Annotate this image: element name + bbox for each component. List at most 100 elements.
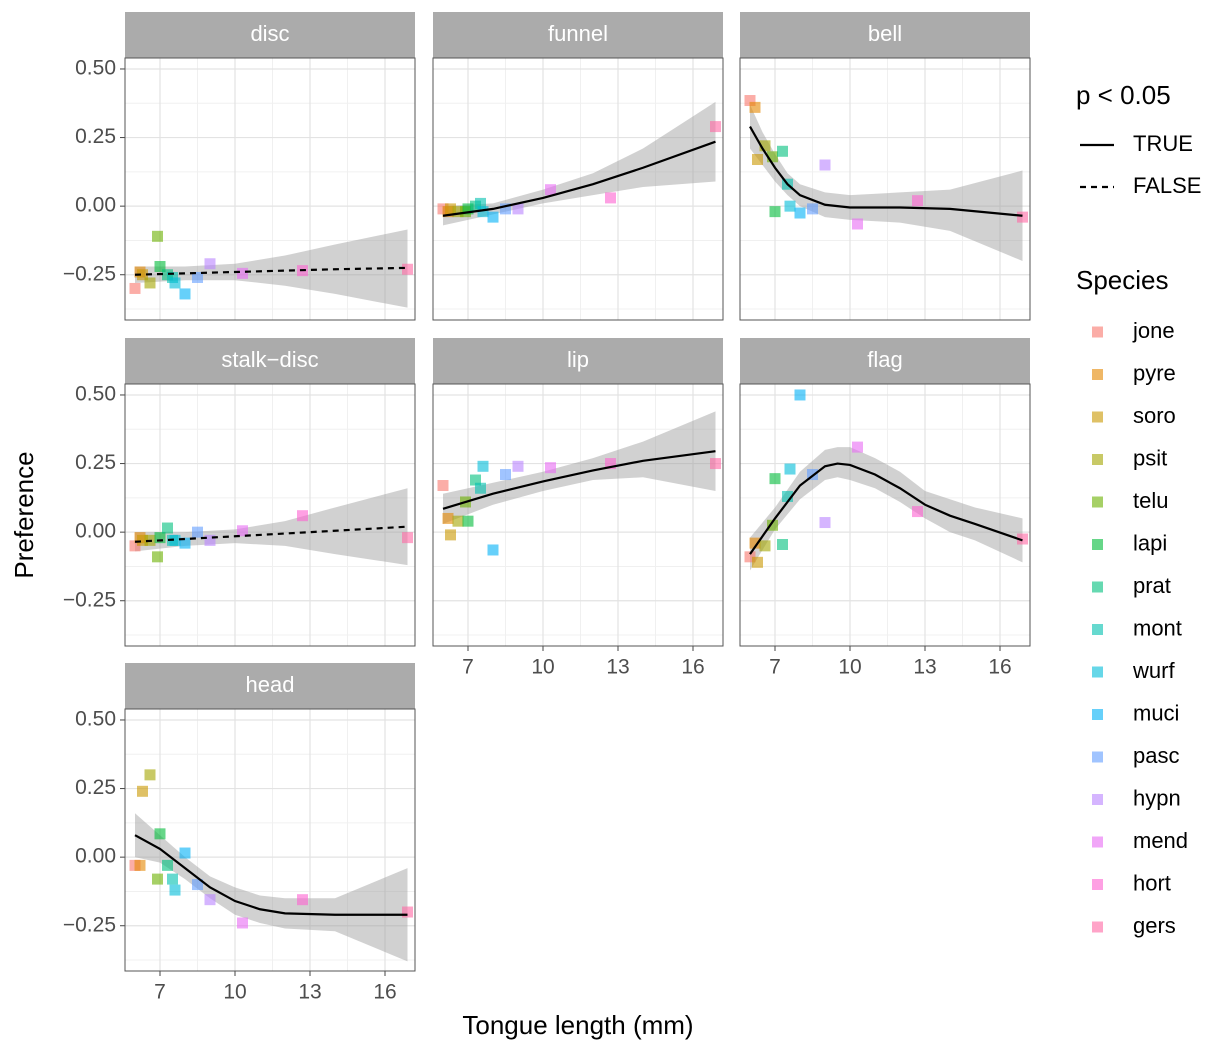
- point: [204, 894, 216, 906]
- point: [144, 277, 156, 289]
- point: [134, 859, 146, 871]
- strip-label: stalk−disc: [221, 347, 318, 372]
- x-tick-label: 13: [298, 981, 321, 1004]
- point: [1017, 211, 1028, 223]
- legend-key: [1092, 666, 1103, 678]
- strip-label: disc: [250, 21, 289, 46]
- point: [487, 544, 499, 556]
- legend-title: p < 0.05: [1076, 80, 1171, 110]
- point: [477, 206, 489, 218]
- panel: [433, 384, 723, 646]
- point: [169, 884, 181, 896]
- x-tick-label: 16: [681, 656, 704, 679]
- confidence-band: [750, 104, 1023, 262]
- panel-border: [124, 383, 416, 647]
- legend-label: prat: [1133, 573, 1171, 598]
- point: [152, 551, 163, 563]
- fit-line: [442, 140, 716, 217]
- point: [445, 529, 456, 541]
- point: [749, 101, 761, 113]
- legend-label: soro: [1133, 403, 1176, 428]
- strip: [433, 338, 723, 384]
- legend-key: [1092, 879, 1103, 890]
- legend-label: FALSE: [1133, 173, 1201, 198]
- point: [512, 460, 524, 472]
- point: [500, 469, 511, 481]
- strip-label: lip: [567, 347, 589, 372]
- point: [852, 441, 863, 453]
- legend-label: pyre: [1133, 360, 1176, 385]
- point: [769, 206, 781, 218]
- x-tick-label: 16: [373, 981, 396, 1004]
- strip: [125, 12, 415, 58]
- fit-line: [134, 525, 408, 543]
- point: [162, 522, 173, 534]
- point: [445, 203, 456, 215]
- panel: [125, 709, 415, 971]
- point: [500, 203, 511, 215]
- legend-key: [1092, 581, 1103, 593]
- point: [475, 197, 486, 209]
- point: [167, 873, 178, 885]
- y-axis-title: Preference: [9, 451, 39, 578]
- point: [162, 859, 173, 871]
- strip: [125, 663, 415, 709]
- confidence-band: [135, 813, 408, 962]
- y-tick-label: 0.00: [75, 194, 116, 217]
- point: [759, 540, 771, 552]
- strip-label: head: [246, 672, 295, 697]
- point: [912, 506, 923, 518]
- x-tick-label: 10: [531, 656, 554, 679]
- point: [154, 828, 166, 840]
- confidence-band: [135, 488, 408, 566]
- point: [710, 458, 721, 470]
- point: [437, 480, 449, 492]
- point: [545, 184, 556, 196]
- legend-key: [1092, 326, 1103, 338]
- strip: [740, 338, 1030, 384]
- point: [442, 512, 454, 524]
- y-tick-label: −0.25: [63, 588, 116, 611]
- point: [179, 288, 191, 300]
- point: [1017, 533, 1028, 545]
- y-tick-label: −0.25: [63, 262, 116, 285]
- confidence-band: [443, 411, 716, 524]
- point: [819, 517, 831, 529]
- legend-label: mend: [1133, 828, 1188, 853]
- point: [192, 526, 203, 538]
- y-tick-label: 0.50: [75, 383, 116, 406]
- legend-key: [1092, 411, 1103, 423]
- confidence-band: [135, 229, 408, 308]
- legend-label: gers: [1133, 913, 1176, 938]
- point: [237, 267, 248, 279]
- legend-key: [1092, 496, 1103, 508]
- point: [137, 269, 148, 281]
- point: [144, 769, 156, 781]
- point: [784, 200, 796, 212]
- panel: [125, 384, 415, 646]
- point: [545, 462, 556, 474]
- panel: [740, 384, 1030, 646]
- point: [192, 879, 203, 891]
- point: [744, 95, 756, 107]
- point: [784, 463, 796, 475]
- point: [470, 474, 481, 486]
- y-tick-label: 0.50: [75, 57, 116, 80]
- x-tick-label: 7: [769, 656, 781, 679]
- y-tick-label: −0.25: [63, 913, 116, 936]
- point: [179, 847, 191, 859]
- legend-label: hypn: [1133, 785, 1181, 810]
- point: [794, 207, 806, 219]
- x-tick-label: 13: [913, 656, 936, 679]
- fit-line: [134, 266, 408, 276]
- legend-label: hort: [1133, 870, 1171, 895]
- point: [452, 206, 464, 218]
- legend-label: mont: [1133, 615, 1182, 640]
- panel-border: [432, 57, 724, 321]
- point: [152, 873, 163, 885]
- point: [179, 537, 191, 549]
- point: [137, 785, 148, 797]
- point: [402, 532, 413, 544]
- point: [749, 537, 761, 549]
